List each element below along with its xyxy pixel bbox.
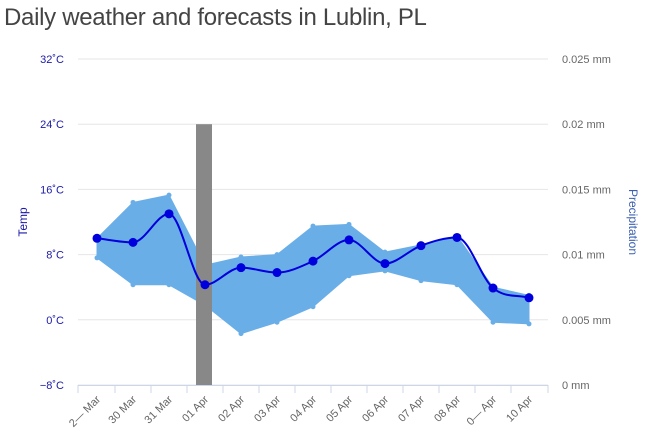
temperature-point [308, 256, 318, 266]
range-low-point [310, 304, 316, 310]
y-right-tick-label: 0.015 mm [562, 184, 611, 196]
range-low-point [454, 282, 460, 288]
x-tick-label: 01 Apr [180, 393, 211, 424]
x-tick-label: 07 Apr [396, 393, 427, 424]
range-low-point [346, 273, 352, 279]
x-tick-label: 04 Apr [288, 393, 319, 424]
range-high-point [310, 223, 316, 229]
x-tick-label: 31 Mar [142, 393, 175, 426]
x-tick-label: 08 Apr [432, 393, 463, 424]
temperature-point [380, 259, 390, 269]
temperature-point [200, 280, 210, 290]
y-left-axis-title: Temp [16, 207, 30, 237]
chart-title: Daily weather and forecasts in Lublin, P… [4, 4, 427, 31]
range-high-point [238, 254, 244, 260]
temperature-point [416, 241, 426, 251]
y-right-tick-label: 0.005 mm [562, 315, 611, 327]
y-left-tick-label: 8˚C [46, 250, 64, 262]
range-low-point [382, 268, 388, 274]
x-tick-label: 2— Mar [67, 393, 103, 429]
y-left-tick-label: −8˚C [40, 380, 64, 392]
range-low-point [130, 282, 136, 288]
y-left-tick-label: 16˚C [40, 184, 64, 196]
x-tick-label: 30 Mar [106, 393, 139, 426]
range-low-point [526, 321, 532, 327]
y-right-axis-title: Precipitation [626, 189, 640, 255]
y-right-tick-label: 0 mm [562, 380, 590, 392]
temperature-point [92, 233, 102, 243]
range-low-point [418, 278, 424, 284]
y-right-tick-label: 0.025 mm [562, 54, 611, 66]
temperature-point [488, 283, 498, 293]
x-tick-label: 05 Apr [324, 393, 355, 424]
temperature-line-layer [92, 209, 534, 303]
range-low-point [274, 319, 280, 325]
temperature-point [344, 235, 354, 245]
x-tick-label: 10 Apr [504, 393, 535, 424]
temperature-point [272, 268, 282, 278]
y-right-tick-label: 0.02 mm [562, 119, 605, 131]
x-tick-label: 06 Apr [360, 393, 391, 424]
temperature-point [164, 209, 174, 219]
temperature-point [524, 293, 534, 303]
precipitation-bar-layer [196, 124, 212, 385]
y-right-tick-label: 0.01 mm [562, 250, 605, 262]
temperature-point [452, 232, 462, 242]
y-left-tick-label: 32˚C [40, 54, 64, 66]
range-high-point [274, 252, 280, 258]
x-tick-label: 03 Apr [252, 393, 283, 424]
temperature-point [236, 263, 246, 273]
range-low-point [94, 255, 100, 261]
temperature-point [128, 237, 138, 247]
x-tick-label: 0— Apr [465, 393, 500, 428]
range-high-point [166, 192, 172, 198]
x-tick-label: 02 Apr [216, 393, 247, 424]
range-high-point [382, 249, 388, 255]
y-left-tick-label: 0˚C [46, 315, 64, 327]
precipitation-bar [196, 124, 212, 385]
range-low-point [238, 331, 244, 337]
range-low-point [166, 282, 172, 288]
range-high-point [346, 221, 352, 227]
range-low-point [490, 319, 496, 325]
y-left-tick-label: 24˚C [40, 119, 64, 131]
range-high-point [130, 199, 136, 205]
